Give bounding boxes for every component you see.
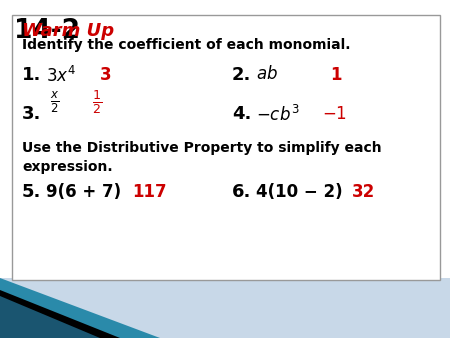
Text: $3x^4$: $3x^4$ xyxy=(46,66,76,86)
Text: $-1$: $-1$ xyxy=(322,105,347,123)
Text: $ab$: $ab$ xyxy=(256,65,278,83)
Text: 3.: 3. xyxy=(22,105,41,123)
Polygon shape xyxy=(0,296,100,338)
Text: $\frac{1}{2}$: $\frac{1}{2}$ xyxy=(92,88,102,116)
Text: Identify the coefficient of each monomial.: Identify the coefficient of each monomia… xyxy=(22,38,351,52)
Text: 9(6 + 7): 9(6 + 7) xyxy=(46,183,121,201)
Text: 2.: 2. xyxy=(232,66,252,84)
Bar xyxy=(0,278,450,338)
Text: 3: 3 xyxy=(100,66,112,84)
Text: 4(10 − 2): 4(10 − 2) xyxy=(256,183,342,201)
Text: Warm Up: Warm Up xyxy=(22,22,114,40)
Polygon shape xyxy=(0,278,160,338)
Text: 1: 1 xyxy=(330,66,342,84)
Text: 1.: 1. xyxy=(22,66,41,84)
Text: 6.: 6. xyxy=(232,183,252,201)
Bar xyxy=(12,15,440,280)
Text: Use the Distributive Property to simplify each
expression.: Use the Distributive Property to simplif… xyxy=(22,141,382,174)
Text: $\frac{x}{2}$: $\frac{x}{2}$ xyxy=(50,89,60,115)
Text: $-cb^3$: $-cb^3$ xyxy=(256,105,300,125)
Text: 5.: 5. xyxy=(22,183,41,201)
Text: 14-2: 14-2 xyxy=(14,18,80,44)
Polygon shape xyxy=(0,303,80,338)
Text: 117: 117 xyxy=(132,183,166,201)
Text: 32: 32 xyxy=(352,183,375,201)
Text: 4.: 4. xyxy=(232,105,252,123)
Polygon shape xyxy=(0,290,120,338)
